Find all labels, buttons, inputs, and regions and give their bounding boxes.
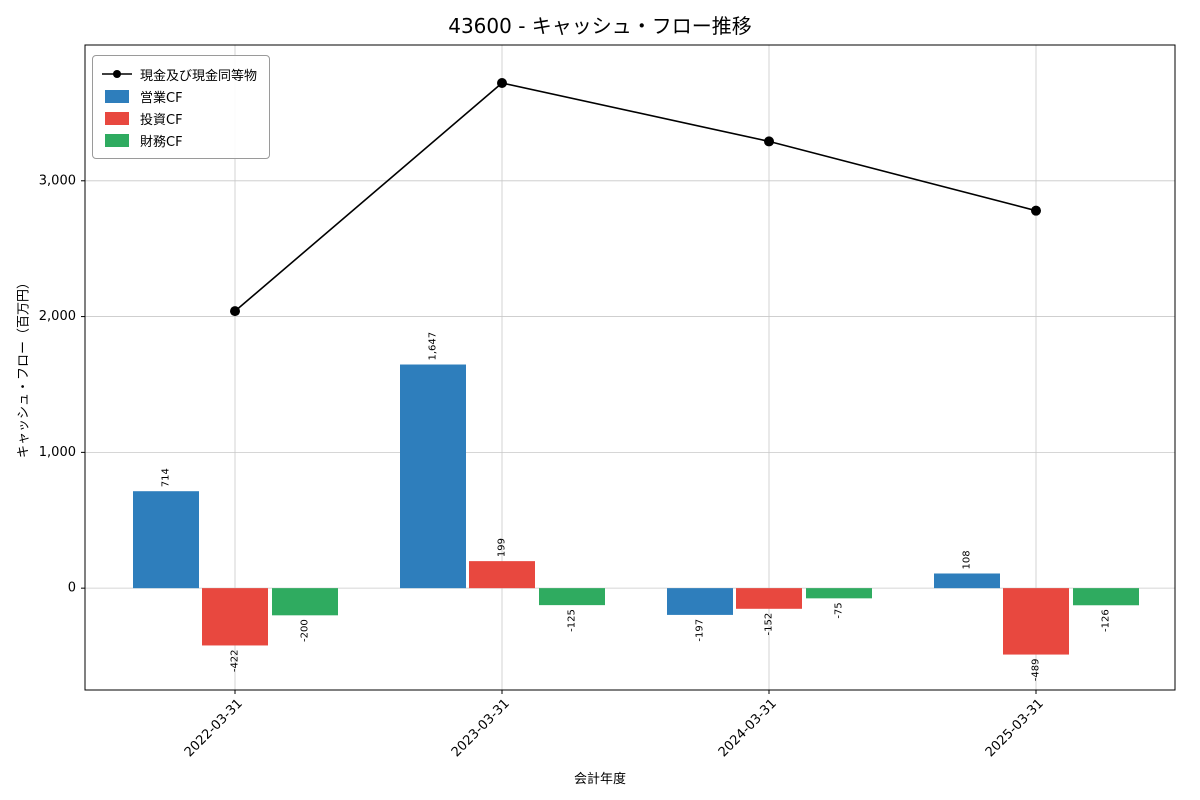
bar-財務CF-2024-03-31: [806, 588, 872, 599]
y-tick-label: 0: [68, 581, 76, 596]
legend-item: 財務CF: [102, 129, 257, 151]
legend-line-marker-icon: [102, 67, 132, 81]
bar-value-label: -197: [695, 619, 706, 642]
bar-value-label: -152: [764, 613, 775, 636]
legend-label: 現金及び現金同等物: [140, 68, 258, 84]
chart-title: 43600 - キャッシュ・フロー推移: [448, 14, 752, 38]
bar-value-label: 714: [161, 468, 172, 487]
legend-item: 現金及び現金同等物: [102, 63, 257, 85]
legend-color-swatch: [102, 89, 132, 103]
bar-財務CF-2022-03-31: [272, 588, 338, 616]
cash-line-marker: [764, 136, 774, 147]
cash-line: [234, 82, 1037, 312]
bar-value-label: -125: [567, 609, 578, 632]
bar-営業CF-2022-03-31: [133, 491, 199, 589]
bar-value-label: 108: [962, 550, 973, 569]
x-tick-label: 2024-03-31: [716, 696, 780, 760]
legend-label: 財務CF: [140, 134, 183, 150]
y-axis-label: キャッシュ・フロー（百万円）: [16, 275, 32, 459]
bar-財務CF-2025-03-31: [1073, 588, 1139, 606]
bar-投資CF-2023-03-31: [469, 561, 535, 589]
chart-legend: 現金及び現金同等物 営業CF 投資CF 財務CF: [92, 55, 271, 159]
legend-color-swatch: [102, 111, 132, 125]
legend-label: 投資CF: [140, 112, 183, 128]
bar-value-label: -489: [1031, 659, 1042, 682]
bar-value-label: -200: [300, 619, 311, 642]
bar-営業CF-2023-03-31: [400, 364, 466, 589]
bar-value-label: 199: [497, 538, 508, 557]
plot-frame: [84, 44, 1176, 691]
bar-投資CF-2025-03-31: [1003, 588, 1069, 655]
bar-営業CF-2025-03-31: [934, 573, 1000, 589]
bar-value-label: -75: [834, 602, 845, 618]
x-axis-label: 会計年度: [573, 772, 626, 787]
y-tick-label: 3,000: [39, 173, 76, 188]
bar-value-label: 1,647: [428, 332, 439, 361]
bar-投資CF-2022-03-31: [202, 588, 268, 646]
cash-line-marker: [1031, 205, 1041, 216]
y-tick-label: 1,000: [39, 445, 76, 460]
x-tick-label: 2023-03-31: [449, 696, 513, 760]
bar-value-label: -126: [1101, 609, 1112, 632]
y-tick-label: 2,000: [39, 309, 76, 324]
bar-投資CF-2024-03-31: [736, 588, 802, 609]
bar-財務CF-2023-03-31: [539, 588, 605, 606]
cash-line-marker: [230, 306, 240, 317]
legend-label: 営業CF: [140, 90, 183, 106]
legend-item: 営業CF: [102, 85, 257, 107]
x-tick-label: 2025-03-31: [983, 696, 1047, 760]
bar-value-label: -422: [230, 649, 241, 672]
cash-line-marker: [497, 78, 507, 89]
bar-営業CF-2024-03-31: [667, 588, 733, 615]
legend-color-swatch: [102, 133, 132, 147]
x-tick-label: 2022-03-31: [182, 696, 246, 760]
legend-item: 投資CF: [102, 107, 257, 129]
